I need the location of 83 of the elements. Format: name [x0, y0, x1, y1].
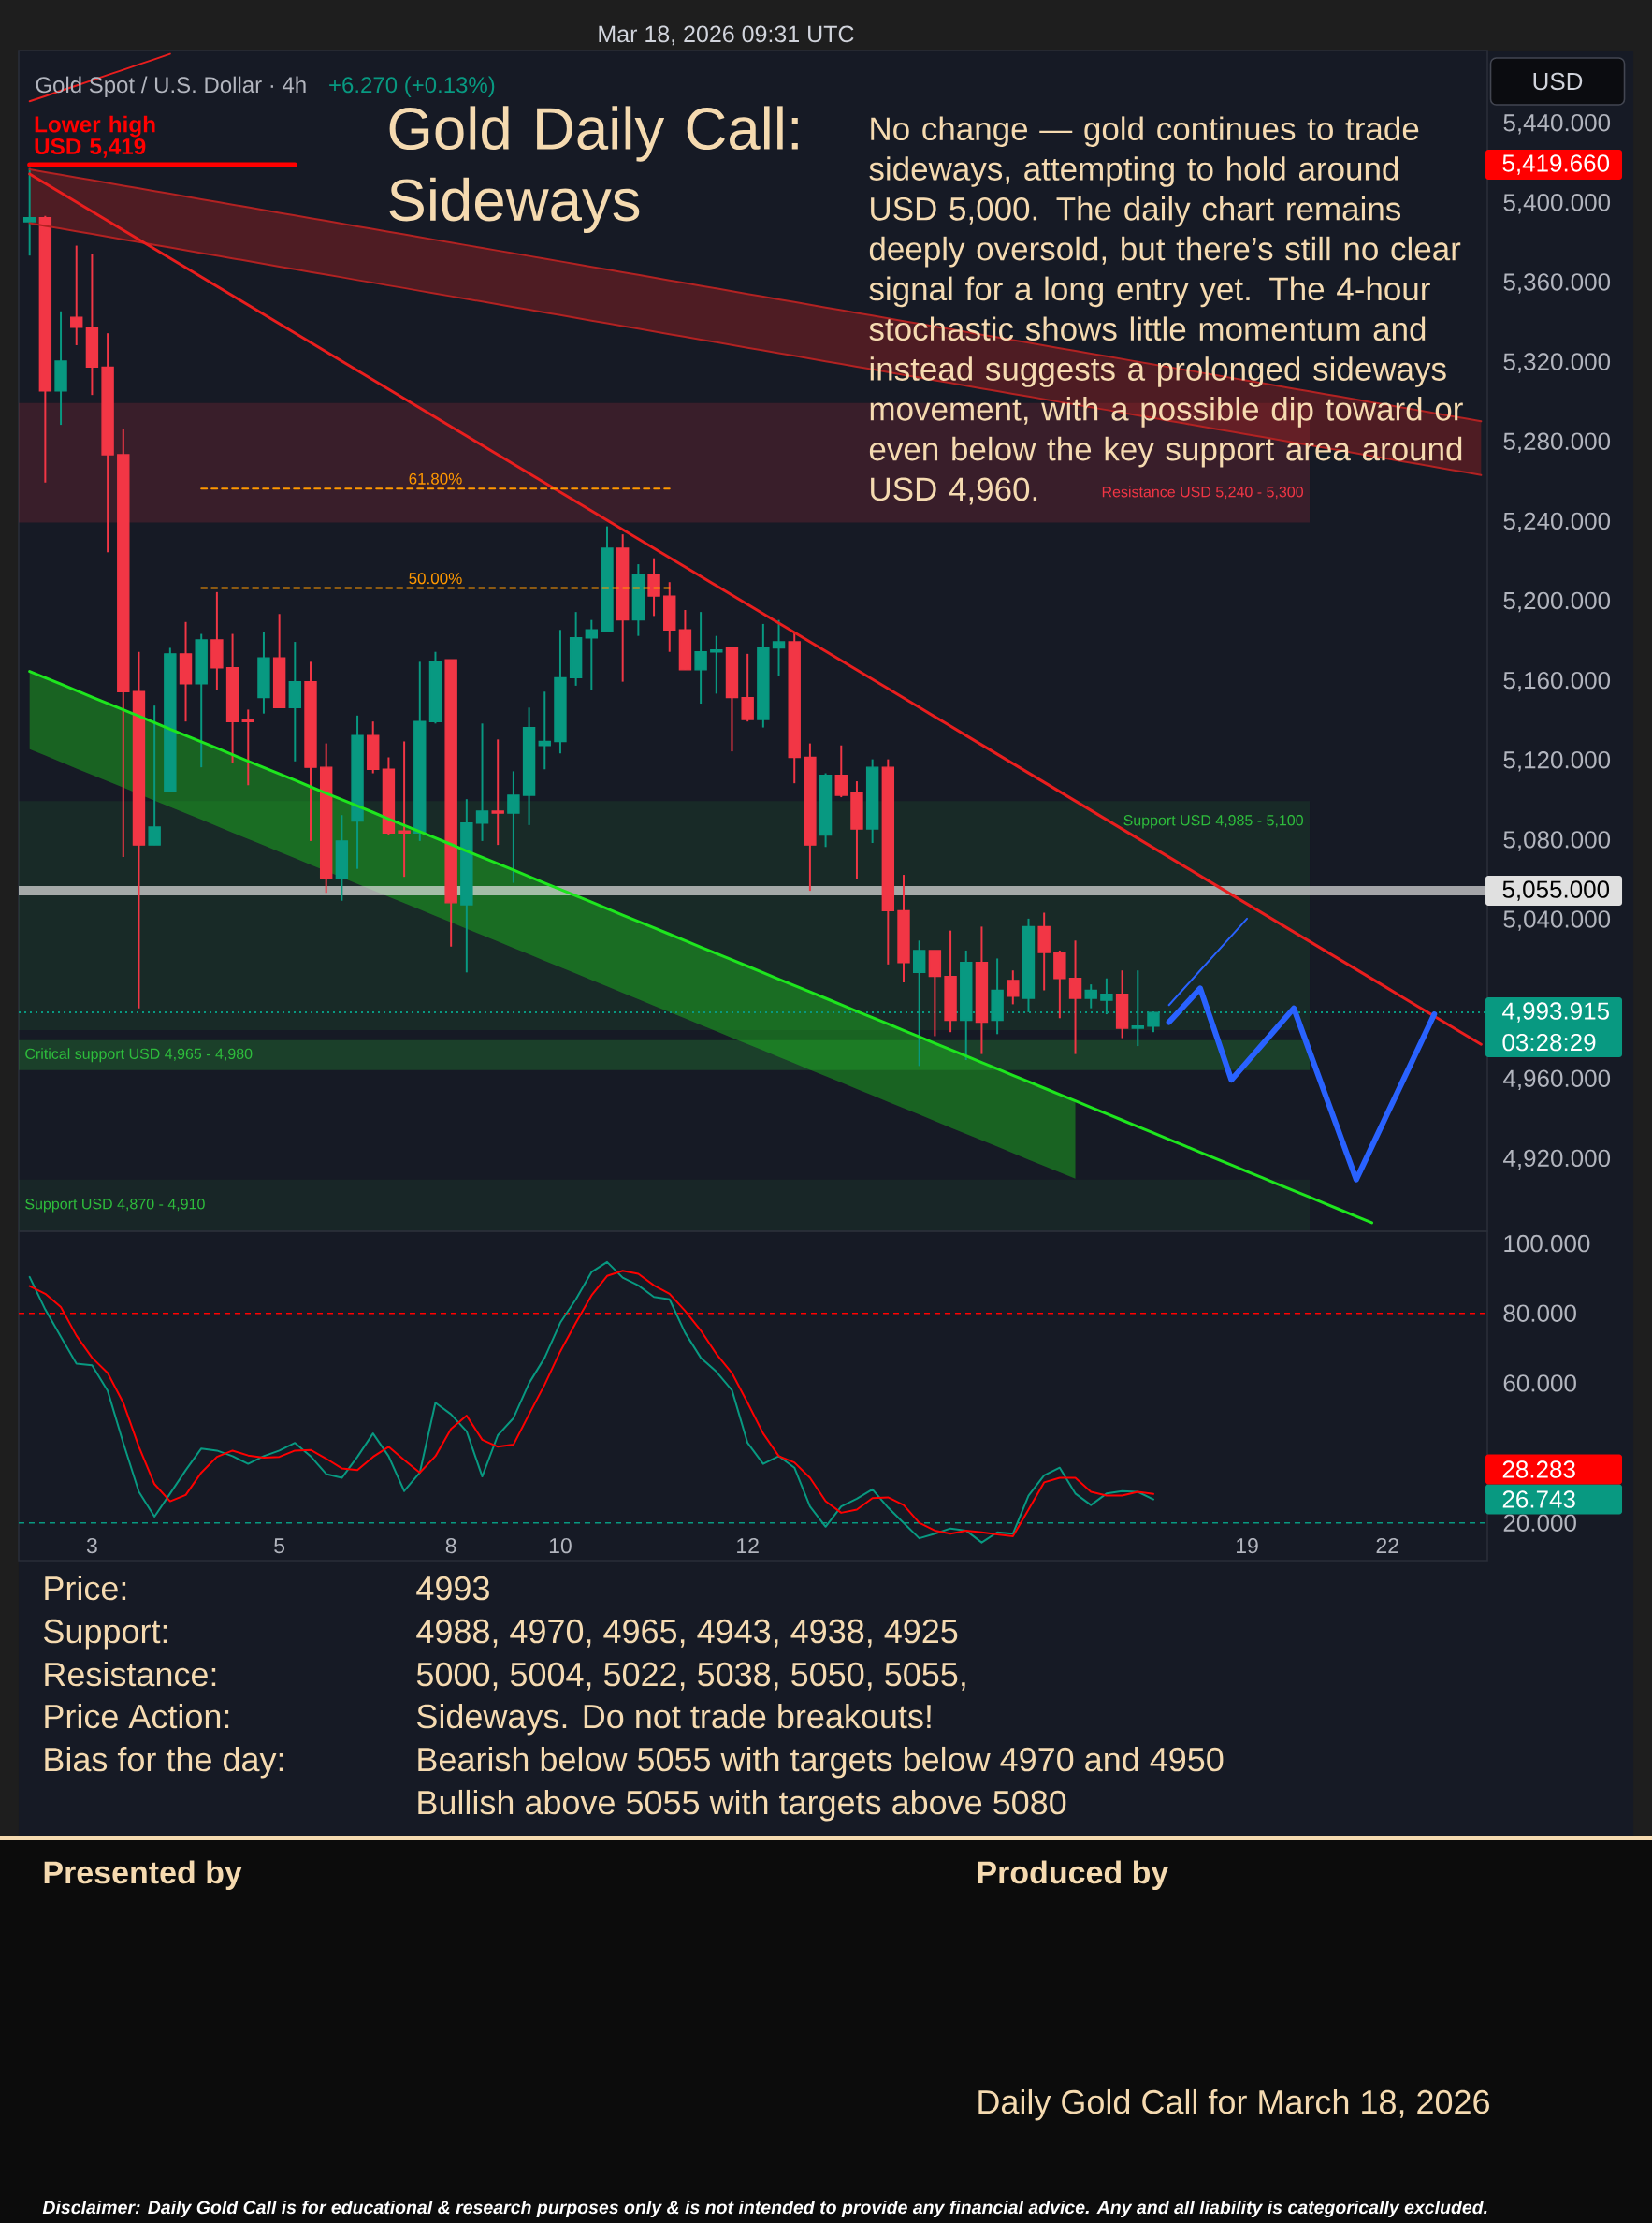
text: 26.743: [1502, 1490, 1575, 1508]
series-label: 50.00%: [409, 573, 462, 585]
text: Bullish above 5055 with targets above 5080: [418, 1789, 1066, 1822]
y-tick-label: 5,280.000: [1503, 432, 1611, 453]
y-tick-label: 20.000: [1503, 1514, 1576, 1532]
candlestick: [1084, 983, 1097, 1010]
y-tick-label: 5,120.000: [1503, 751, 1611, 772]
text: even below the key support area around: [869, 436, 1462, 468]
x-tick-label: 5: [274, 1538, 285, 1554]
y-tick-label: 5,040.000: [1503, 910, 1611, 931]
series-label: 61.80%: [409, 472, 462, 485]
candlestick: [398, 740, 411, 879]
text: Gold Spot / U.S. Dollar · 4h: [36, 76, 306, 97]
band-label: Support USD 4,870 - 4,910: [25, 1199, 205, 1213]
text: USD 4,960.: [871, 477, 1037, 505]
text: 03:28:29: [1502, 1033, 1596, 1052]
text: Mar 18, 2026 09:31 UTC: [599, 25, 854, 46]
candlestick: [741, 652, 754, 723]
ref-line-label: 5,055.000: [1502, 880, 1610, 901]
candlestick: [772, 618, 786, 677]
text: USD 5,000. The daily chart remains: [871, 196, 1401, 227]
y-tick-label: 80.000: [1503, 1304, 1576, 1322]
text: Disclaimer: Daily Gold Call is for educational & research purposes only & is not intended to provide any financial advice. Any and all liability is categorically excluded.: [42, 2200, 1487, 2218]
candlestick: [585, 618, 599, 691]
band-label: Support USD 4,985 - 5,100: [1123, 815, 1303, 829]
candlestick: [491, 738, 504, 847]
text: Produced by: [978, 1860, 1169, 1891]
y-tick-label: 100.000: [1504, 1234, 1590, 1253]
x-tick-label: 3: [86, 1537, 97, 1554]
y-tick-label: 5,320.000: [1503, 353, 1611, 373]
candlestick: [1068, 939, 1082, 1055]
annotation: Lower high USD 5,419: [35, 115, 155, 158]
text: No change — gold continues to trade: [871, 116, 1419, 148]
y-tick-label: 5,240.000: [1503, 512, 1611, 533]
text: 4993: [416, 1576, 489, 1601]
candlestick: [694, 611, 707, 705]
y-tick-label: 4,960.000: [1503, 1069, 1611, 1091]
text: Presented by: [44, 1860, 242, 1891]
candlestick: [241, 708, 254, 787]
y-tick-label: 5,080.000: [1503, 831, 1611, 851]
candlestick: [148, 705, 161, 847]
y-tick-label: 4,920.000: [1503, 1149, 1611, 1170]
text: Daily Gold Call for March 18, 2026: [978, 2088, 1489, 2121]
text: Bearish below 5055 with targets below 4970 and 4950: [418, 1746, 1224, 1779]
x-tick-label: 19: [1237, 1537, 1258, 1554]
x-tick-label: 22: [1376, 1537, 1398, 1554]
y-tick-label: 5,360.000: [1503, 273, 1611, 294]
text: Price Action:: [45, 1703, 229, 1729]
text: 5000, 5004, 5022, 5038, 5050, 5055,: [416, 1662, 965, 1691]
y-tick-label: 60.000: [1503, 1374, 1576, 1392]
text: sideways, attempting to hold around: [869, 156, 1398, 187]
text: Resistance:: [45, 1661, 216, 1687]
text: Sideways. Do not trade breakouts!: [417, 1703, 931, 1736]
y-tick-label: 5,200.000: [1503, 591, 1611, 613]
text: 5,419.660: [1502, 154, 1610, 175]
band-label: Critical support USD 4,965 - 4,980: [25, 1048, 253, 1063]
candlestick: [1007, 969, 1020, 1006]
y-tick-label: 5,400.000: [1503, 194, 1611, 214]
band-label: Resistance USD 5,240 - 5,300: [1102, 486, 1303, 500]
candlestick: [834, 744, 848, 799]
text: Bias for the day:: [45, 1746, 283, 1779]
text: stochastic shows little momentum and: [869, 316, 1426, 341]
candlestick: [475, 722, 489, 842]
x-tick-label: 10: [549, 1537, 572, 1554]
y-tick-label: 5,440.000: [1503, 113, 1611, 135]
candlestick: [647, 557, 660, 618]
line-series: [1167, 917, 1249, 1007]
x-tick-label: 12: [737, 1537, 759, 1554]
text: Price:: [45, 1575, 126, 1601]
ref-line-label: 4,993.915: [1502, 1002, 1609, 1023]
text: deeply oversold, but there’s still no clear: [869, 236, 1461, 268]
text: Support:: [44, 1619, 167, 1650]
candlestick: [70, 244, 83, 346]
text: signal for a long entry yet. The 4-hour: [869, 276, 1430, 308]
text: 4988, 4970, 4965, 4943, 4938, 4925: [416, 1619, 958, 1648]
x-tick-label: 8: [445, 1537, 456, 1554]
candlestick: [1147, 1010, 1160, 1034]
y-tick-label: 5,160.000: [1503, 671, 1611, 692]
text: Gold Daily Call: Sideways: [389, 106, 798, 234]
text: 28.283: [1502, 1460, 1575, 1478]
candlestick: [507, 770, 520, 884]
annotation: +6.270 (+0.13%): [329, 76, 495, 97]
y-axis-title: USD: [1533, 72, 1583, 91]
